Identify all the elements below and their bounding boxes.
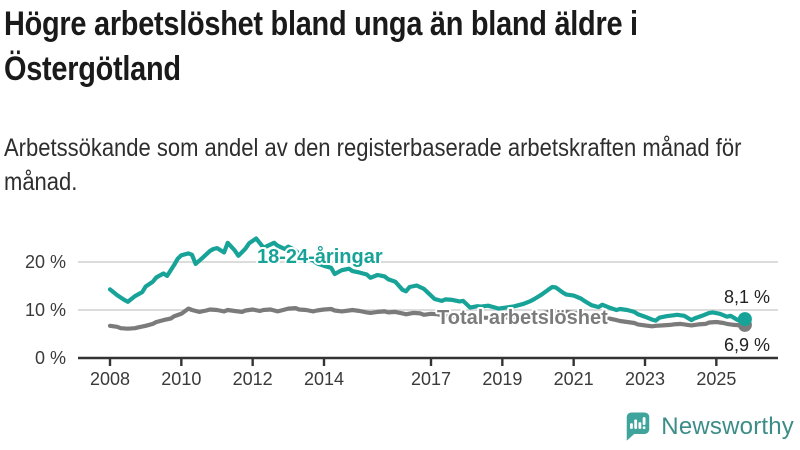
- y-tick-label: 0 %: [35, 348, 66, 368]
- x-tick-label: 2012: [233, 369, 273, 389]
- logo-exclamation-icon: [642, 417, 646, 426]
- x-tick-label: 2023: [625, 369, 665, 389]
- logo-bar-icon: [638, 422, 642, 429]
- x-tick-label: 2010: [161, 369, 201, 389]
- chart-subtitle: Arbetssökande som andel av den registerb…: [4, 134, 742, 196]
- newsworthy-logo-text: Newsworthy: [661, 412, 794, 440]
- logo-bar-icon: [630, 423, 634, 429]
- x-tick-label: 2025: [696, 369, 736, 389]
- series-end-dot-1: [737, 312, 752, 327]
- newsworthy-brand: Newsworthy: [623, 410, 794, 443]
- logo-bar-icon: [634, 419, 638, 429]
- x-tick-label: 2019: [482, 369, 522, 389]
- series-label-1: 18-24-åringar: [257, 245, 383, 268]
- x-tick-label: 2008: [90, 369, 130, 389]
- x-tick-label: 2021: [554, 369, 594, 389]
- y-tick-label: 20 %: [25, 252, 66, 272]
- series-end-value-0: 6,9 %: [724, 335, 770, 355]
- series-line-0: [107, 305, 748, 331]
- page-title: Högre arbetslöshet bland unga än bland ä…: [4, 5, 638, 88]
- x-tick-label: 2014: [304, 369, 344, 389]
- unemployment-line-chart: 2008 2010 2012 2014 2017 2019 2021 2023 2025 0 % 1…: [25, 236, 778, 389]
- newsworthy-logo-icon: [627, 412, 650, 441]
- series-line-1: [107, 236, 748, 323]
- y-tick-label: 10 %: [25, 300, 66, 320]
- series-end-value-1: 8,1 %: [724, 287, 770, 307]
- logo-exclamation-dot-icon: [642, 426, 646, 430]
- series-label-0: Total arbetslöshet: [437, 307, 608, 329]
- x-tick-label: 2017: [411, 369, 451, 389]
